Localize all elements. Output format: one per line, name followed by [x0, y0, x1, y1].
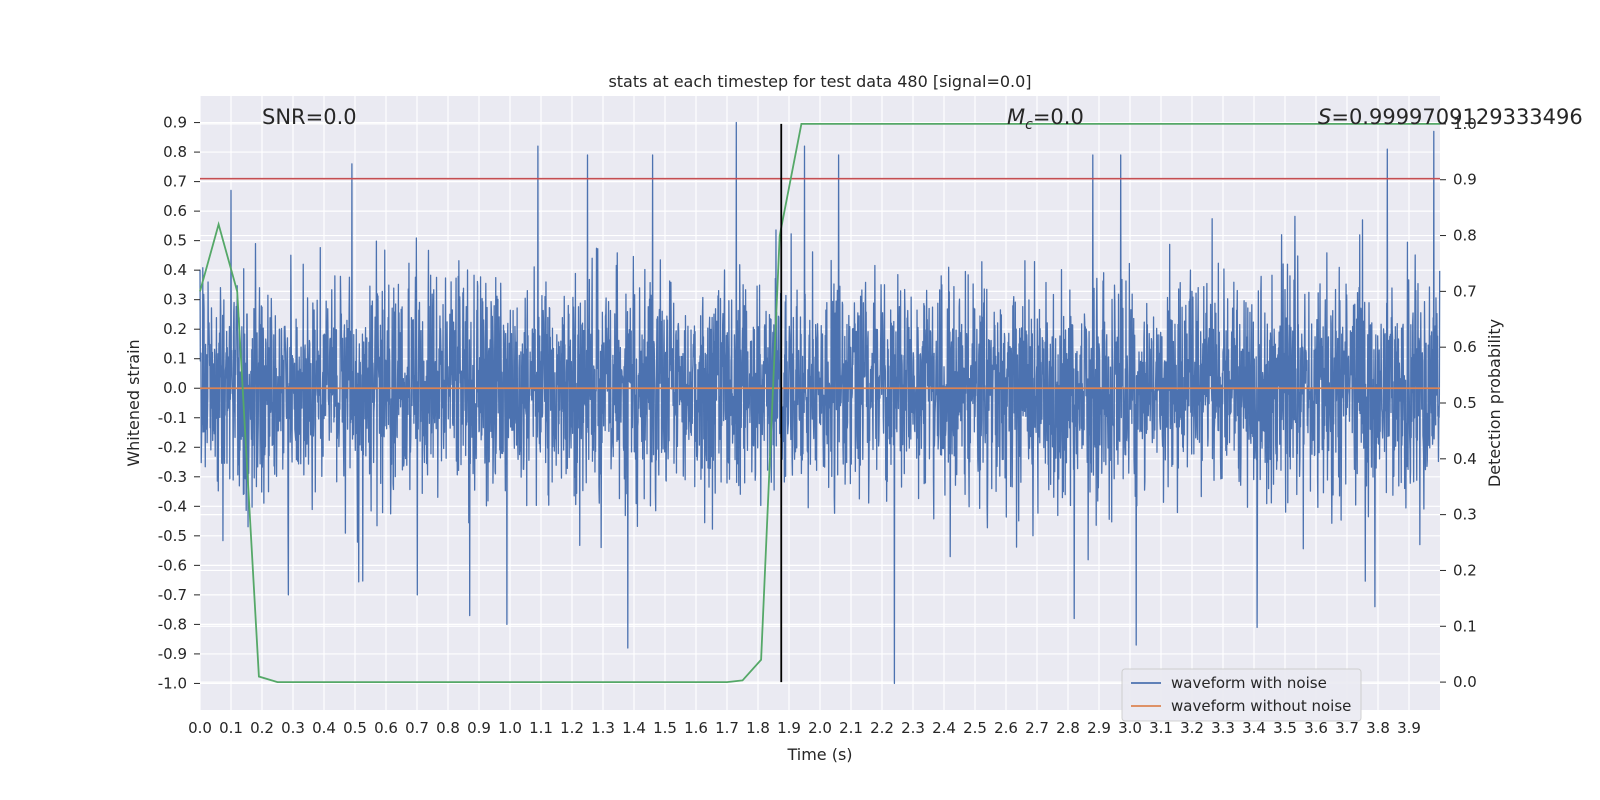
x-tick-label: 1.9 [777, 719, 801, 737]
s-symbol: S [1318, 105, 1331, 129]
y-tick-label: -0.2 [158, 438, 187, 456]
series-detection-probability [199, 123, 1440, 683]
y2-tick-label: 0.6 [1453, 338, 1477, 356]
x-tick-label: 2.4 [932, 719, 956, 737]
s-value: =0.9999709129333496 [1331, 105, 1582, 129]
x-tick-label: 1.5 [653, 719, 677, 737]
mc-symbol: M [1007, 105, 1025, 129]
x-tick-label: 2.0 [808, 719, 832, 737]
mc-subscript: c [1025, 117, 1033, 133]
s-annotation: S=0.9999709129333496 [1318, 105, 1583, 129]
y-tick-label: -0.5 [158, 527, 187, 545]
legend: waveform with noise waveform without noi… [1121, 668, 1362, 722]
y-tick-label: -0.1 [158, 409, 187, 427]
x-tick-label: 2.5 [963, 719, 987, 737]
x-axis-label: Time (s) [786, 745, 852, 764]
y-tick-label: -0.4 [158, 497, 187, 515]
x-tick-label: 2.6 [994, 719, 1018, 737]
x-tick-label: 1.7 [715, 719, 739, 737]
snr-annotation: SNR=0.0 [262, 105, 357, 129]
x-tick-label: 0.4 [312, 719, 336, 737]
x-tick-label: 1.2 [560, 719, 584, 737]
x-tick-label: 3.4 [1242, 719, 1266, 737]
x-tick-label: 3.9 [1397, 719, 1421, 737]
x-tick-label: 2.7 [1025, 719, 1049, 737]
x-tick-label: 2.9 [1087, 719, 1111, 737]
x-tick-label: 0.5 [343, 719, 367, 737]
x-tick-label: 1.4 [622, 719, 646, 737]
x-tick-label: 0.0 [188, 719, 212, 737]
y2-tick-label: 0.4 [1453, 450, 1477, 468]
y-tick-label: -0.7 [158, 586, 187, 604]
x-tick-label: 1.3 [591, 719, 615, 737]
x-tick-label: 3.0 [1118, 719, 1142, 737]
annotations: stats at each timestep for test data 480… [124, 72, 1583, 764]
y-tick-label: -0.8 [158, 615, 187, 633]
chart-title: stats at each timestep for test data 480… [608, 72, 1031, 91]
x-tick-label: 2.3 [901, 719, 925, 737]
y-tick-label: 0.1 [163, 350, 187, 368]
x-tick-label: 2.8 [1056, 719, 1080, 737]
series-layer [199, 121, 1441, 685]
x-tick-label: 1.0 [498, 719, 522, 737]
y-tick-label: 0.3 [163, 291, 187, 309]
y-tick-label: -0.3 [158, 468, 187, 486]
x-tick-label: 3.7 [1335, 719, 1359, 737]
x-tick-label: 0.2 [250, 719, 274, 737]
y-tick-label: -0.6 [158, 556, 187, 574]
x-tick-label: 3.2 [1180, 719, 1204, 737]
x-tick-label: 3.3 [1211, 719, 1235, 737]
y2-tick-label: 0.9 [1453, 171, 1477, 189]
ticks: 0.0 0.1 0.2 0.3 0.4 0.5 0.6 0.7 0.8 0.9 1.0 1.1 1.2 1… [158, 114, 1477, 737]
y-tick-label: 0.9 [163, 114, 187, 132]
legend-label-clean: waveform without noise [1171, 697, 1351, 715]
x-tick-label: 0.7 [405, 719, 429, 737]
x-tick-label: 3.5 [1273, 719, 1297, 737]
y-tick-label: -0.9 [158, 645, 187, 663]
y-tick-label: 0.8 [163, 143, 187, 161]
x-tick-label: 3.1 [1149, 719, 1173, 737]
y2-tick-label: 0.8 [1453, 227, 1477, 245]
y-tick-label: 0.2 [163, 320, 187, 338]
x-tick-label: 0.6 [374, 719, 398, 737]
y-tick-label: 0.6 [163, 202, 187, 220]
y2-tick-label: 0.2 [1453, 561, 1477, 579]
y-tick-label: 0.0 [163, 379, 187, 397]
x-tick-label: 1.8 [746, 719, 770, 737]
mc-value: =0.0 [1033, 105, 1084, 129]
y-tick-label: 0.7 [163, 173, 187, 191]
legend-label-noise: waveform with noise [1171, 674, 1327, 692]
x-tick-label: 0.1 [219, 719, 243, 737]
mc-annotation: Mc=0.0 [1007, 105, 1084, 133]
y-tick-label: 0.4 [163, 261, 187, 279]
y2-tick-label: 0.1 [1453, 617, 1477, 635]
y2-tick-label: 0.5 [1453, 394, 1477, 412]
y-tick-label: 0.5 [163, 232, 187, 250]
y2-tick-label: 0.0 [1453, 673, 1477, 691]
y2-tick-label: 0.7 [1453, 282, 1477, 300]
x-tick-label: 3.8 [1366, 719, 1390, 737]
y-tick-label: -1.0 [158, 674, 187, 692]
legend-box [1121, 668, 1362, 722]
y2-axis-label: Detection probability [1485, 319, 1504, 487]
x-tick-label: 0.9 [467, 719, 491, 737]
y2-tick-label: 1.0 [1453, 115, 1477, 133]
x-tick-label: 0.3 [281, 719, 305, 737]
x-tick-label: 3.6 [1304, 719, 1328, 737]
y-axis-label: Whitened strain [124, 339, 143, 466]
x-tick-label: 2.2 [870, 719, 894, 737]
x-tick-label: 1.6 [684, 719, 708, 737]
x-tick-label: 0.8 [436, 719, 460, 737]
series-waveform-with-noise [199, 121, 1441, 685]
x-tick-label: 1.1 [529, 719, 553, 737]
x-tick-label: 2.1 [839, 719, 863, 737]
y2-tick-label: 0.3 [1453, 506, 1477, 524]
